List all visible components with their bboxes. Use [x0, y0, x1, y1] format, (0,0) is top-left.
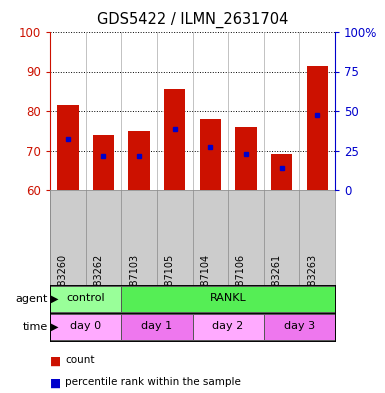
- Text: ▶: ▶: [51, 322, 58, 332]
- Text: agent: agent: [16, 294, 48, 304]
- Text: control: control: [66, 294, 105, 303]
- Bar: [121, 286, 335, 312]
- Bar: [50, 286, 121, 312]
- Text: ▶: ▶: [51, 294, 58, 304]
- Bar: [192, 314, 264, 340]
- Text: RANKL: RANKL: [210, 294, 246, 303]
- Bar: [57, 105, 79, 190]
- Bar: [306, 66, 328, 190]
- Bar: [93, 135, 114, 190]
- Text: day 2: day 2: [213, 321, 244, 331]
- Text: day 0: day 0: [70, 321, 101, 331]
- Text: count: count: [65, 355, 95, 365]
- Text: day 1: day 1: [141, 321, 172, 331]
- Text: ■: ■: [50, 355, 61, 368]
- Text: GDS5422 / ILMN_2631704: GDS5422 / ILMN_2631704: [97, 12, 288, 28]
- Text: percentile rank within the sample: percentile rank within the sample: [65, 376, 241, 387]
- Text: ■: ■: [50, 376, 61, 389]
- Bar: [235, 127, 257, 190]
- Bar: [200, 119, 221, 190]
- Bar: [128, 131, 150, 190]
- Bar: [271, 154, 292, 190]
- Text: day 3: day 3: [284, 321, 315, 331]
- Bar: [264, 314, 335, 340]
- Bar: [121, 314, 192, 340]
- Bar: [50, 314, 121, 340]
- Bar: [164, 89, 185, 190]
- Text: time: time: [23, 322, 48, 332]
